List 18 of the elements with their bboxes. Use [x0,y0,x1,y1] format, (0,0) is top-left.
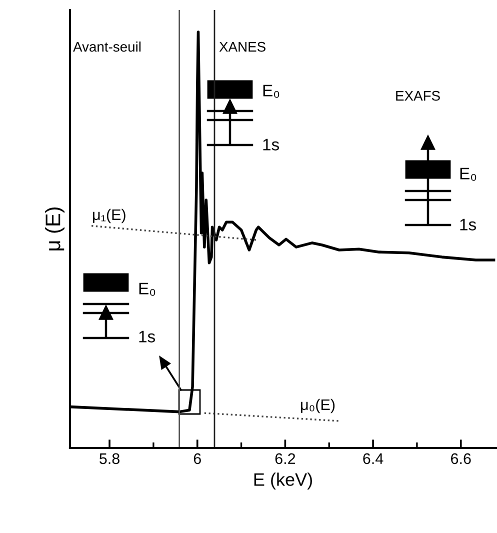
annotation: 1s [263,138,279,150]
series-label: μ₀(E) [301,398,335,414]
y-axis-title: μ (E) [45,208,64,250]
annotation: 1s [460,218,476,230]
annotation: XANES [219,42,266,52]
annotation: Avant-seuil [73,42,141,52]
annotation: 1s [139,330,155,342]
x-tick-label: 6.2 [275,453,296,464]
annotation: E₀ [139,282,156,296]
x-axis-title: E (keV) [254,472,312,490]
x-tick-label: 6 [194,453,201,464]
annotation: E₀ [263,84,280,98]
x-tick-label: 6.4 [363,453,384,464]
series-label: μ₁(E) [93,208,126,224]
x-tick-label: 6.6 [451,453,471,464]
x-tick-label: 5.8 [100,453,120,464]
annotation: E₀ [460,168,476,181]
annotation: EXAFS [396,90,440,101]
